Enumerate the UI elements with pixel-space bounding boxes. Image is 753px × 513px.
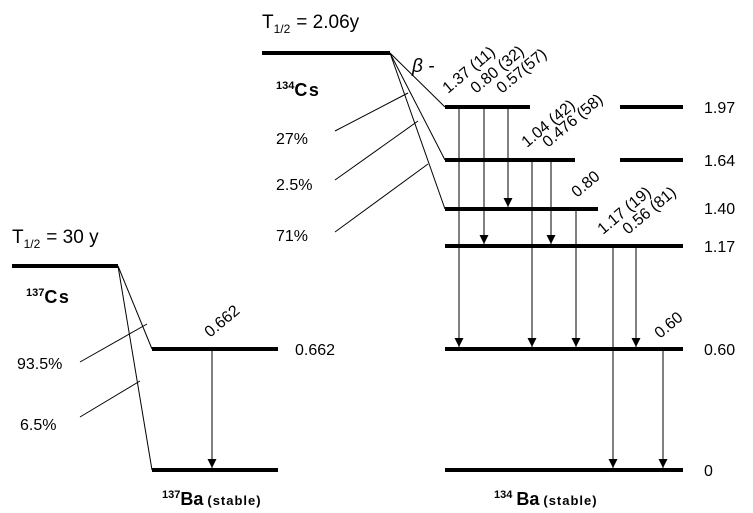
cs137-branch-93: 93.5% xyxy=(17,356,62,373)
cs137-gamma-label: 0.662 xyxy=(202,302,244,341)
cs134-beta-line-3 xyxy=(389,52,446,210)
ba134-daughter-label: 134 Ba (stable) xyxy=(494,489,598,509)
level-label-060: 0.60 xyxy=(704,342,735,359)
cs134-beta-line-1 xyxy=(389,52,446,108)
ba137-daughter-label: 137Ba (stable) xyxy=(162,489,262,509)
cs134-branch-27: 27% xyxy=(276,131,308,148)
cs137-branch-leader-2 xyxy=(79,380,141,418)
level-label-0: 0 xyxy=(704,463,713,480)
beta-minus-label: β - xyxy=(411,56,434,77)
level-label-117: 1.17 xyxy=(704,239,735,256)
cs137-half-life: T1/2 = 30 y xyxy=(12,227,99,251)
cs137-beta-line-2 xyxy=(117,265,153,471)
cs134-branch-leader-3 xyxy=(334,163,429,233)
level-label-197: 1.97 xyxy=(704,100,735,117)
cs134-branch-leader-2 xyxy=(334,120,419,181)
cs137-parent-label: 137Cs xyxy=(26,287,70,307)
cs134-scheme: T1/2 = 2.06y 134Cs β - 27% 2.5% 71% 1.97 … xyxy=(262,12,735,509)
cs137-branch-6: 6.5% xyxy=(20,417,56,434)
ba137-level-0662-label: 0.662 xyxy=(295,342,335,359)
level-label-164: 1.64 xyxy=(704,153,735,170)
cs137-beta-line-1 xyxy=(117,265,153,350)
cs134-half-life: T1/2 = 2.06y xyxy=(262,12,360,36)
gamma-label-080b: 0.80 xyxy=(569,168,604,201)
gamma-label-060: 0.60 xyxy=(652,309,687,342)
cs134-branch-leader-1 xyxy=(334,92,409,132)
cs134-branch-2_5: 2.5% xyxy=(276,177,312,194)
cs137-scheme: T1/2 = 30 y 137Cs 93.5% 6.5% 0.662 0.662 … xyxy=(12,227,335,509)
cs134-parent-label: 134Cs xyxy=(276,80,320,100)
cs134-beta-line-2 xyxy=(389,52,446,161)
cs137-branch-leader-1 xyxy=(79,323,148,363)
cs134-branch-71: 71% xyxy=(276,228,308,245)
level-label-140: 1.40 xyxy=(704,201,735,218)
